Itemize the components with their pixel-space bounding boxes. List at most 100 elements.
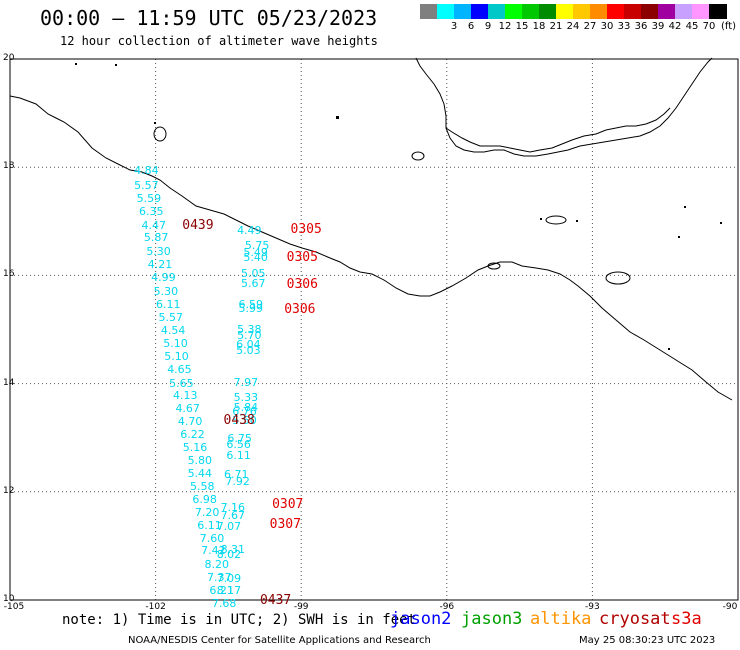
wave-height-value: 5.44 xyxy=(187,466,213,480)
pass-time-label: 0306 xyxy=(286,277,318,293)
wave-height-value: 5.03 xyxy=(236,344,261,358)
legend-swatch-label: 30 xyxy=(600,21,614,32)
footer-note: note: 1) Time is in UTC; 2) SWH is in fe… xyxy=(62,612,417,628)
wave-height-value: 5.50 xyxy=(232,414,257,428)
wave-height-value: 4.65 xyxy=(167,363,192,377)
wave-height-value: 4.70 xyxy=(177,415,203,428)
wave-height-value: 7.09 xyxy=(216,572,242,586)
legend-swatch-label: 21 xyxy=(549,21,563,32)
pass-time-label: 0438 xyxy=(223,413,255,429)
wave-height-value: 5.16 xyxy=(182,440,208,454)
legend-swatch-label: 18 xyxy=(532,21,546,32)
legend-swatch-label: 27 xyxy=(583,21,597,32)
wave-height-value: 6.21 xyxy=(209,583,234,597)
wave-height-value: 7.67 xyxy=(220,508,246,522)
wave-height-value: 5.49 xyxy=(243,245,268,259)
wave-height-value: 7.42 xyxy=(201,544,226,558)
wave-height-value: 6.11 xyxy=(197,518,222,532)
campeche-bay-coast xyxy=(445,107,671,153)
gulf-of-mexico-coastline xyxy=(415,57,713,157)
wave-height-value: 4.67 xyxy=(175,402,200,416)
lat-label: 14 xyxy=(3,377,15,388)
wave-height-value: 6.59 xyxy=(238,298,264,312)
satellite-name-s3a: s3a xyxy=(671,609,702,629)
wave-height-value: 5.05 xyxy=(240,267,266,281)
wave-height-value: 5.65 xyxy=(169,376,194,390)
wave-height-value: 7.92 xyxy=(225,475,250,489)
pass-time-label: 0307 xyxy=(269,517,301,533)
wave-height-value: 5.40 xyxy=(243,250,268,264)
pass-time-label: 0305 xyxy=(290,222,322,238)
wave-height-value: 8.31 xyxy=(220,543,246,557)
wave-height-value: 5.57 xyxy=(134,178,159,192)
wave-height-value: 5.59 xyxy=(136,191,162,205)
lat-label: 12 xyxy=(3,485,15,496)
lon-label: -90 xyxy=(722,602,738,612)
wave-height-value: 5.84 xyxy=(233,400,259,414)
legend-swatch-label: 6 xyxy=(467,21,475,32)
wave-height-value: 4.49 xyxy=(237,224,262,238)
generated-timestamp: May 25 08:30:23 UTC 2023 xyxy=(579,635,716,646)
legend-swatch-label: 15 xyxy=(515,21,529,32)
legend-swatch-label: 12 xyxy=(498,21,512,32)
wave-height-value: 7.97 xyxy=(233,376,259,390)
pass-time-label: 0439 xyxy=(182,217,214,233)
pass-time-label: 0305 xyxy=(286,249,318,265)
wave-height-value: 5.38 xyxy=(237,322,262,336)
page-title: 00:00 — 11:59 UTC 05/23/2023 xyxy=(40,6,378,30)
graticule xyxy=(10,59,738,600)
pass-time-label: 0437 xyxy=(259,593,292,609)
wave-height-value: 7.20 xyxy=(194,505,220,519)
wave-height-value: 7.60 xyxy=(199,531,225,545)
wave-height-value: 5.58 xyxy=(190,479,215,493)
wave-height-value: 6.71 xyxy=(223,468,249,482)
lake-2 xyxy=(545,215,567,225)
wave-height-value: 7.07 xyxy=(216,519,242,533)
wave-height-value: 4.99 xyxy=(151,270,176,284)
legend-unit: (ft) xyxy=(721,21,737,32)
satellite-name-altika: altika xyxy=(530,609,592,629)
wave-height-value: 4.21 xyxy=(147,257,173,271)
legend-swatch-label: 39 xyxy=(651,21,665,32)
wave-height-value: 6.76 xyxy=(232,404,257,418)
wave-height-value: 7.37 xyxy=(206,570,232,584)
wave-height-value: 6.56 xyxy=(226,437,251,451)
lon-label: -105 xyxy=(3,602,25,612)
wave-height-value: 6.35 xyxy=(139,204,164,218)
credit-text: NOAA/NESDIS Center for Satellite Applica… xyxy=(128,635,431,646)
wave-height-value: 5.33 xyxy=(233,390,259,404)
lat-label: 10 xyxy=(3,594,15,604)
wave-height-value: 8.20 xyxy=(204,557,230,571)
wave-height-value: 5.87 xyxy=(143,231,169,245)
page-subtitle: 12 hour collection of altimeter wave hei… xyxy=(60,34,378,48)
wave-height-value: 5.10 xyxy=(163,336,188,350)
legend-swatch-label: 3 xyxy=(450,21,458,32)
lon-label: -93 xyxy=(585,602,600,612)
legend-swatch xyxy=(709,4,728,19)
pacific-coastline xyxy=(9,95,733,401)
legend-swatch-label: 36 xyxy=(634,21,648,32)
wave-height-value: 5.99 xyxy=(238,301,264,315)
satellite-name-cryosat: cryosat xyxy=(599,609,671,629)
wave-height-value: 6.11 xyxy=(226,449,251,463)
legend-swatch-label: 45 xyxy=(685,21,699,32)
wave-height-value: 6.22 xyxy=(180,427,205,441)
satellite-name-jason2: jason2 xyxy=(390,609,452,629)
lat-label: 16 xyxy=(3,269,15,280)
wave-height-value: 5.57 xyxy=(158,310,183,324)
wave-height-value: 5.30 xyxy=(153,284,179,298)
wave-height-value: 8.17 xyxy=(216,583,242,597)
lon-label: -102 xyxy=(145,602,166,612)
pass-time-label: 0306 xyxy=(284,302,316,318)
legend-swatch-label: 42 xyxy=(668,21,682,32)
wave-height-value: 6.98 xyxy=(192,492,217,506)
pass-time-label: 0307 xyxy=(272,497,304,513)
wave-height-value: 5.70 xyxy=(237,328,262,342)
land-dots xyxy=(75,63,722,350)
lon-label: -99 xyxy=(293,602,309,612)
wave-height-value: 5.75 xyxy=(244,238,270,252)
wave-height-value: 5.80 xyxy=(187,453,213,467)
wave-height-value: 6.11 xyxy=(156,297,181,311)
legend-swatch-label: 33 xyxy=(617,21,631,32)
